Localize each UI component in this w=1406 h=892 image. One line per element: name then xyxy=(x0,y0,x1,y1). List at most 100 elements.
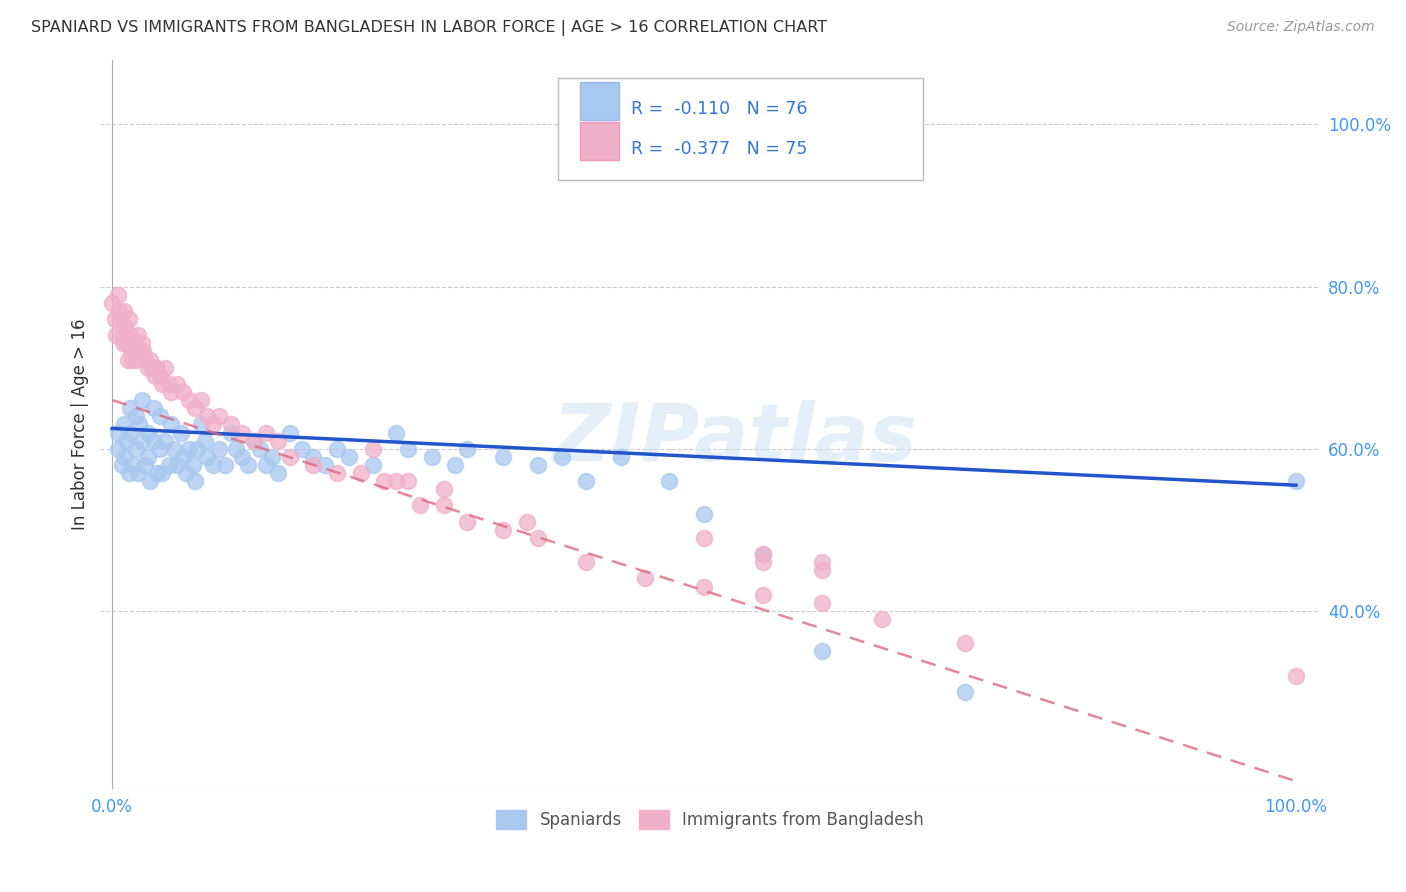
Point xyxy=(811,644,834,658)
Point xyxy=(104,328,127,343)
Point xyxy=(166,458,188,472)
Point xyxy=(254,458,277,472)
Point xyxy=(693,531,716,545)
Point xyxy=(136,360,159,375)
Point xyxy=(492,450,515,464)
Y-axis label: In Labor Force | Age > 16: In Labor Force | Age > 16 xyxy=(72,318,89,530)
Point xyxy=(260,450,283,464)
Point xyxy=(433,483,456,497)
Point xyxy=(575,555,598,569)
Point xyxy=(752,547,775,561)
Point xyxy=(190,417,212,432)
Point xyxy=(160,384,183,399)
Point xyxy=(174,466,197,480)
Point xyxy=(112,304,135,318)
Point xyxy=(181,458,204,472)
Point xyxy=(157,376,180,391)
Point xyxy=(122,458,145,472)
Point xyxy=(166,376,188,391)
Point xyxy=(610,450,633,464)
Point xyxy=(111,336,134,351)
Point xyxy=(634,571,657,585)
Point xyxy=(184,401,207,416)
Point xyxy=(107,442,129,456)
Point xyxy=(186,442,208,456)
Point xyxy=(127,466,149,480)
Point xyxy=(114,320,136,334)
Point xyxy=(195,409,218,424)
Point xyxy=(103,312,125,326)
Point xyxy=(361,458,384,472)
Point xyxy=(129,344,152,359)
Point xyxy=(231,450,253,464)
Point xyxy=(527,458,550,472)
Point xyxy=(111,328,134,343)
Point xyxy=(350,466,373,480)
Point xyxy=(291,442,314,456)
Text: SPANIARD VS IMMIGRANTS FROM BANGLADESH IN LABOR FORCE | AGE > 16 CORRELATION CHA: SPANIARD VS IMMIGRANTS FROM BANGLADESH I… xyxy=(31,20,827,36)
Point xyxy=(243,434,266,448)
Point xyxy=(219,425,242,440)
Point xyxy=(278,450,301,464)
FancyBboxPatch shape xyxy=(558,78,924,180)
Point xyxy=(456,442,478,456)
Point xyxy=(752,588,775,602)
Point xyxy=(125,409,148,424)
Point xyxy=(121,352,143,367)
Point xyxy=(112,417,135,432)
Point xyxy=(139,352,162,367)
Point xyxy=(575,474,598,488)
Point xyxy=(179,442,201,456)
Point xyxy=(179,393,201,408)
Point xyxy=(693,580,716,594)
Point xyxy=(120,344,142,359)
Point xyxy=(551,450,574,464)
Point xyxy=(146,466,169,480)
Point xyxy=(208,442,231,456)
Point xyxy=(136,450,159,464)
Point xyxy=(160,417,183,432)
Point xyxy=(117,352,139,367)
Point xyxy=(302,450,325,464)
Text: R =  -0.377   N = 75: R = -0.377 N = 75 xyxy=(631,140,807,159)
Point xyxy=(373,474,395,488)
Point xyxy=(225,442,247,456)
Point xyxy=(193,434,215,448)
Point xyxy=(385,425,408,440)
Point xyxy=(107,425,129,440)
Point xyxy=(115,434,138,448)
Point xyxy=(146,360,169,375)
Point xyxy=(752,555,775,569)
Point xyxy=(118,328,141,343)
Point xyxy=(139,474,162,488)
Point xyxy=(118,466,141,480)
Point xyxy=(155,360,177,375)
Text: Source: ZipAtlas.com: Source: ZipAtlas.com xyxy=(1227,20,1375,34)
Point xyxy=(111,458,134,472)
Point xyxy=(314,458,336,472)
Point xyxy=(134,458,156,472)
FancyBboxPatch shape xyxy=(579,82,619,120)
Point xyxy=(811,555,834,569)
Point xyxy=(267,466,290,480)
Point xyxy=(752,547,775,561)
Point xyxy=(385,474,408,488)
Point xyxy=(150,466,173,480)
Point xyxy=(492,523,515,537)
Point xyxy=(108,304,131,318)
Point xyxy=(148,368,170,383)
Text: ZIPatlas: ZIPatlas xyxy=(553,400,917,478)
Point xyxy=(118,312,141,326)
Point xyxy=(201,417,224,432)
Point xyxy=(953,685,976,699)
Point xyxy=(396,474,419,488)
Point xyxy=(302,458,325,472)
Point xyxy=(953,636,976,650)
Point xyxy=(170,425,193,440)
Point xyxy=(112,450,135,464)
Point xyxy=(125,352,148,367)
Point xyxy=(141,360,163,375)
Point xyxy=(249,442,271,456)
Point xyxy=(136,425,159,440)
Point xyxy=(195,450,218,464)
